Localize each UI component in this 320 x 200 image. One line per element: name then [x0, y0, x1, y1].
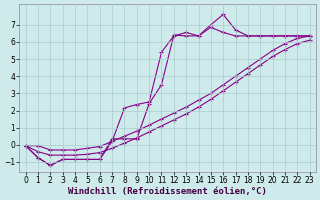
X-axis label: Windchill (Refroidissement éolien,°C): Windchill (Refroidissement éolien,°C)	[68, 187, 267, 196]
